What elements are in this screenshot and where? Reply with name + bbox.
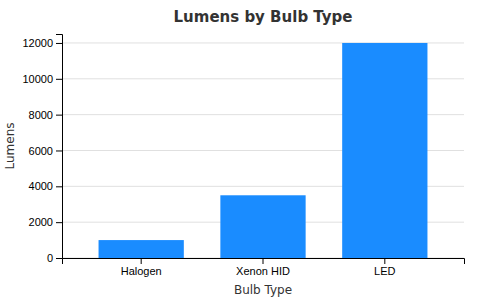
grid [62, 43, 464, 258]
tick-label: Halogen [121, 265, 162, 277]
tick-label: 10000 [22, 73, 53, 85]
y-tick: 8000 [29, 109, 62, 121]
y-axis-title: Lumens [3, 122, 17, 169]
y-tick: 4000 [29, 180, 62, 192]
tick-label: Xenon HID [236, 265, 290, 277]
tick-mark [56, 115, 62, 116]
bar [220, 195, 305, 258]
chart: Halogen Xenon HID LED 0 2000 4000 6000 8000 1000… [0, 0, 480, 302]
tick-mark [56, 150, 62, 151]
tick-label: 12000 [22, 37, 53, 49]
tick-label: 0 [47, 252, 53, 264]
tick-label: 8000 [29, 109, 53, 121]
tick-label: 6000 [29, 145, 53, 157]
x-tick: LED [374, 258, 395, 277]
plot-area: Halogen Xenon HID LED 0 2000 4000 6000 8000 1000… [22, 35, 464, 277]
tick-label: 4000 [29, 180, 53, 192]
bars [99, 43, 428, 258]
x-tick: Halogen [121, 258, 162, 277]
tick-mark [384, 258, 385, 264]
tick-mark [56, 222, 62, 223]
tick-mark [263, 258, 264, 264]
bar [99, 240, 184, 258]
y-axis: 0 2000 4000 6000 8000 10000 12000 [22, 35, 62, 265]
title: Lumens by Bulb Type [174, 8, 353, 26]
tick-label: LED [374, 265, 395, 277]
x-axis-title: Bulb Type [234, 283, 292, 297]
tick-mark [56, 43, 62, 44]
bar [342, 43, 427, 258]
x-axis: Halogen Xenon HID LED [63, 258, 465, 277]
tick-mark [141, 258, 142, 264]
y-tick: 6000 [29, 145, 62, 157]
tick-mark [56, 258, 62, 259]
y-tick: 2000 [29, 216, 62, 228]
y-tick: 10000 [22, 73, 62, 85]
tick-mark [56, 79, 62, 80]
tick-mark [56, 186, 62, 187]
axis-line [63, 259, 465, 265]
tick-label: 2000 [29, 216, 53, 228]
axis-line [56, 35, 63, 259]
x-tick: Xenon HID [236, 258, 290, 277]
y-tick: 0 [47, 252, 62, 264]
y-tick: 12000 [22, 37, 62, 49]
